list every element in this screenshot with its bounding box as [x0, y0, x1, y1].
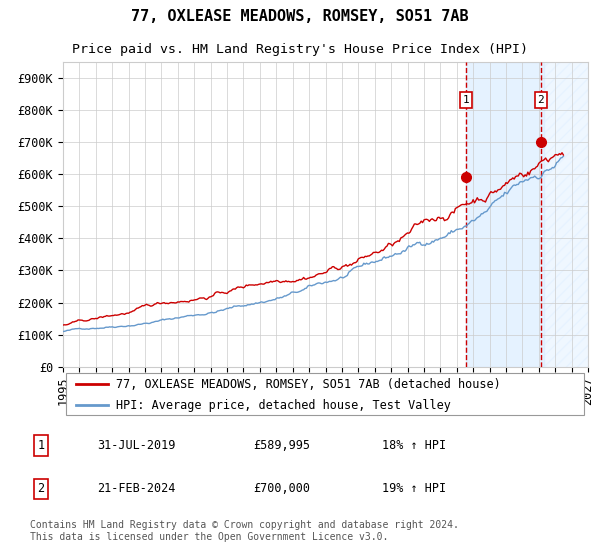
Text: 21-FEB-2024: 21-FEB-2024 — [97, 482, 175, 495]
Text: 1: 1 — [38, 439, 45, 452]
FancyBboxPatch shape — [65, 373, 584, 416]
Text: 77, OXLEASE MEADOWS, ROMSEY, SO51 7AB: 77, OXLEASE MEADOWS, ROMSEY, SO51 7AB — [131, 10, 469, 24]
Text: 2: 2 — [38, 482, 45, 495]
Text: 1: 1 — [463, 95, 470, 105]
Text: Price paid vs. HM Land Registry's House Price Index (HPI): Price paid vs. HM Land Registry's House … — [72, 43, 528, 56]
Text: £589,995: £589,995 — [253, 439, 310, 452]
Text: 31-JUL-2019: 31-JUL-2019 — [97, 439, 175, 452]
Text: HPI: Average price, detached house, Test Valley: HPI: Average price, detached house, Test… — [115, 399, 451, 412]
Text: £700,000: £700,000 — [253, 482, 310, 495]
Text: 77, OXLEASE MEADOWS, ROMSEY, SO51 7AB (detached house): 77, OXLEASE MEADOWS, ROMSEY, SO51 7AB (d… — [115, 377, 500, 391]
Text: 2: 2 — [538, 95, 544, 105]
Bar — [544, 62, 588, 367]
Text: 18% ↑ HPI: 18% ↑ HPI — [382, 439, 446, 452]
Text: 19% ↑ HPI: 19% ↑ HPI — [382, 482, 446, 495]
Text: Contains HM Land Registry data © Crown copyright and database right 2024.
This d: Contains HM Land Registry data © Crown c… — [30, 520, 459, 542]
Bar — [466, 62, 544, 367]
